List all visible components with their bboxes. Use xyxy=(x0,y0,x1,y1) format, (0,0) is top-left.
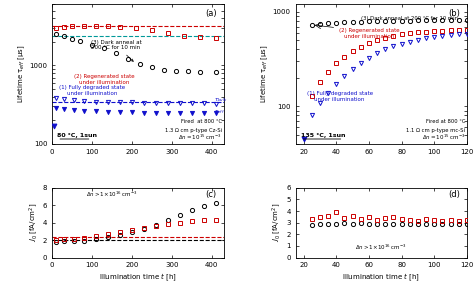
Text: $\tau_{eff}$: $\tau_{eff}$ xyxy=(214,108,225,116)
Text: 1.1 Ω cm p-type mc-Si: 1.1 Ω cm p-type mc-Si xyxy=(406,128,465,133)
Text: 135 °C, 1sun: 135 °C, 1sun xyxy=(301,133,345,138)
X-axis label: Illumination time $t$ [h]: Illumination time $t$ [h] xyxy=(99,271,177,283)
Text: $\Delta n = 10^{15}$ cm$^{-3}$: $\Delta n = 10^{15}$ cm$^{-3}$ xyxy=(178,133,222,142)
Text: $\tau_{bulk}$: $\tau_{bulk}$ xyxy=(214,96,227,104)
Text: (2) Regenerated state
under illumination: (2) Regenerated state under illumination xyxy=(338,28,399,39)
Text: (c): (c) xyxy=(206,190,217,199)
Text: $\Delta n = 10^{15}$ cm$^{-3}$: $\Delta n = 10^{15}$ cm$^{-3}$ xyxy=(421,133,465,142)
Text: (3) Dark anneal at
200 °C for 10 min: (3) Dark anneal at 200 °C for 10 min xyxy=(91,40,141,61)
Text: 1.3 Ω cm p-type Cz-Si: 1.3 Ω cm p-type Cz-Si xyxy=(164,128,222,133)
Y-axis label: Lifetime τ$_{eff}$ [µs]: Lifetime τ$_{eff}$ [µs] xyxy=(259,45,270,103)
Y-axis label: $J_0$ [fA/cm$^2$]: $J_0$ [fA/cm$^2$] xyxy=(271,203,283,242)
Text: $\Delta n > 1{\times}10^{16}$ cm$^{-3}$: $\Delta n > 1{\times}10^{16}$ cm$^{-3}$ xyxy=(356,243,407,252)
Text: Fired at 800 °C: Fired at 800 °C xyxy=(426,119,465,124)
Text: (1) Fully degraded state
under illumination: (1) Fully degraded state under illuminat… xyxy=(59,85,125,96)
Text: Fired  at 800 °C: Fired at 800 °C xyxy=(181,119,222,124)
Text: (b): (b) xyxy=(448,9,460,18)
Y-axis label: Lifetime τ$_{eff}$ [µs]: Lifetime τ$_{eff}$ [µs] xyxy=(16,45,27,103)
Text: 80 °C, 1sun: 80 °C, 1sun xyxy=(57,133,97,138)
Text: (3) Dark anneal at 200 °C for 10 min: (3) Dark anneal at 200 °C for 10 min xyxy=(361,16,458,20)
Y-axis label: $J_0$ [fA/cm$^2$]: $J_0$ [fA/cm$^2$] xyxy=(27,203,40,242)
Text: (2) Regenerated state
under illumination: (2) Regenerated state under illumination xyxy=(73,74,134,85)
X-axis label: Illumination time $t$ [h]: Illumination time $t$ [h] xyxy=(342,271,420,283)
Text: (a): (a) xyxy=(205,9,217,18)
Text: $\Delta n > 1{\times}10^{16}$ cm$^{-3}$: $\Delta n > 1{\times}10^{16}$ cm$^{-3}$ xyxy=(86,190,138,199)
Text: (d): (d) xyxy=(448,190,460,199)
Text: (1) Fully degraded state
under illumination: (1) Fully degraded state under illuminat… xyxy=(307,91,373,102)
